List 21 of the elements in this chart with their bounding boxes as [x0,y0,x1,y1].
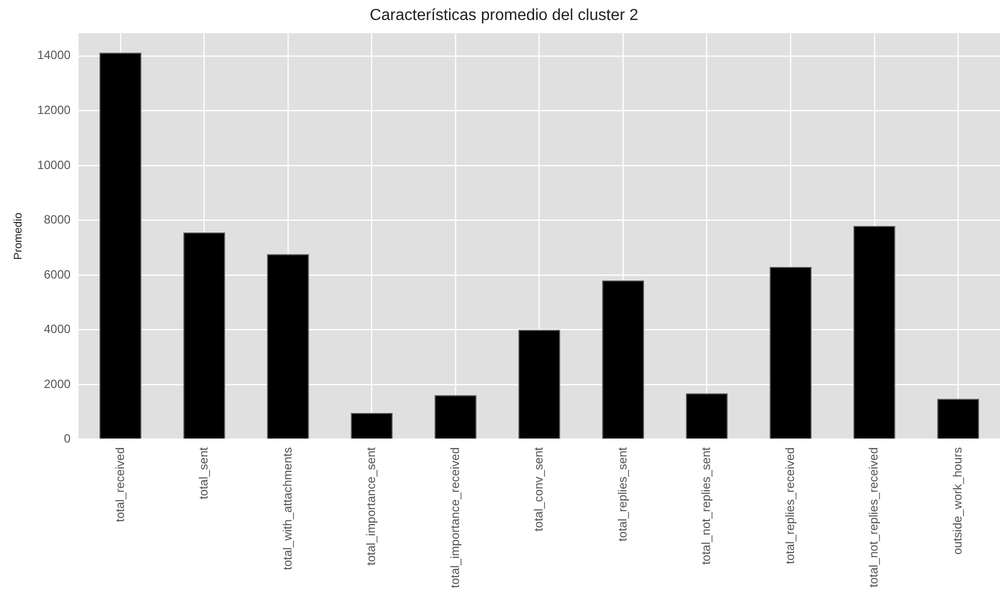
y-tick-label: 10000 [37,158,71,172]
x-tick-label: total_sent [196,446,211,500]
y-tick-label: 2000 [44,376,71,391]
x-tick-label: total_with_attachments [280,447,294,570]
y-tick-label: 6000 [44,267,71,282]
x-tick-label: total_not_replies_sent [699,446,714,565]
y-tick-label: 14000 [37,48,71,62]
x-tick-label: total_importance_sent [364,446,378,566]
y-tick-label: 8000 [44,212,71,227]
chart-title: Características promedio del cluster 2 [370,7,638,24]
y-tick-label: 4000 [44,322,71,336]
x-tick-label: total_not_replies_received [866,447,881,588]
y-axis-title: Promedio [12,212,25,260]
x-tick-label: total_replies_received [782,447,797,564]
y-tick-label: 0 [64,432,71,446]
x-tick-label: total_replies_sent [615,446,630,542]
x-tick-label: outside_work_hours [950,447,964,555]
x-tick-label: total_importance_received [448,447,462,588]
y-tick-label: 12000 [37,103,71,117]
x-tick-label: total_received [112,447,127,522]
x-tick-label: total_conv_sent [532,446,546,532]
